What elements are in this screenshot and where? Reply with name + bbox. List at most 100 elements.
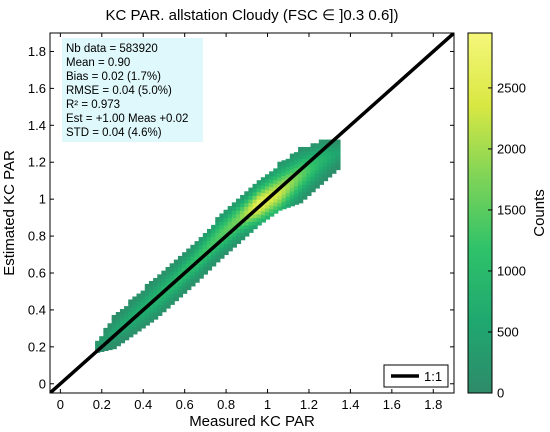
density-cell xyxy=(177,281,184,287)
density-cell xyxy=(281,193,287,199)
density-cell xyxy=(215,217,221,222)
density-cell xyxy=(186,285,192,291)
density-cell xyxy=(273,168,279,174)
density-cell xyxy=(231,242,237,248)
density-cell xyxy=(248,228,254,233)
density-cell xyxy=(264,203,271,209)
density-cell xyxy=(136,300,142,306)
density-cell xyxy=(194,274,200,280)
density-cell xyxy=(277,176,283,182)
density-cell xyxy=(306,180,312,185)
density-cell xyxy=(269,182,275,188)
density-cell xyxy=(298,198,304,204)
density-cell xyxy=(302,146,308,152)
density-cell xyxy=(281,204,287,210)
stat-line: Bias = 0.02 (1.7%) xyxy=(66,71,161,83)
density-cell xyxy=(182,274,188,280)
density-cell xyxy=(318,143,324,148)
density-cell xyxy=(219,246,225,252)
density-cell xyxy=(219,224,225,230)
density-cell xyxy=(231,220,237,226)
density-cell xyxy=(115,326,121,332)
density-cell xyxy=(219,250,225,256)
density-cell xyxy=(153,278,159,283)
density-cell xyxy=(177,270,184,276)
density-cell xyxy=(157,307,163,313)
density-cell xyxy=(206,265,213,271)
density-cell xyxy=(327,158,333,163)
density-cell xyxy=(173,266,179,272)
density-cell xyxy=(322,158,329,163)
density-cell xyxy=(285,180,291,186)
density-cell xyxy=(310,169,316,174)
density-cell xyxy=(119,316,126,322)
x-tick-label: 1.6 xyxy=(383,397,401,412)
density-cell xyxy=(144,317,150,322)
density-cell xyxy=(256,220,262,226)
density-cell xyxy=(314,165,320,171)
density-cell xyxy=(256,198,262,204)
density-cell xyxy=(256,209,262,215)
density-cell xyxy=(128,306,134,312)
density-cell xyxy=(173,270,179,276)
density-cell xyxy=(318,176,324,182)
density-cell xyxy=(173,285,179,291)
density-cell xyxy=(95,344,101,350)
density-cell xyxy=(186,259,192,265)
stats-text: Nb data = 583920 Mean = 0.90 Bias = 0.02 (… xyxy=(66,43,188,139)
density-cell xyxy=(322,139,329,145)
density-cell xyxy=(107,334,113,340)
density-cell xyxy=(111,314,117,320)
density-cell xyxy=(231,202,237,208)
density-cell xyxy=(124,306,130,311)
density-cell xyxy=(244,198,250,204)
density-cell xyxy=(132,318,138,324)
density-cell xyxy=(289,157,295,162)
density-cell xyxy=(260,217,266,223)
density-cell xyxy=(190,278,196,283)
density-cell xyxy=(111,318,117,324)
density-cell xyxy=(194,255,200,261)
density-cell xyxy=(177,285,184,291)
density-cell xyxy=(140,316,146,322)
density-cell xyxy=(252,213,258,219)
density-cell xyxy=(177,292,184,298)
density-cell xyxy=(215,257,221,263)
density-cell xyxy=(111,340,117,346)
density-cell xyxy=(331,161,337,167)
density-cell xyxy=(327,165,333,171)
density-cell xyxy=(264,189,271,194)
density-cell xyxy=(310,161,316,167)
density-cell xyxy=(314,158,320,163)
density-cell xyxy=(260,203,266,208)
density-cell xyxy=(293,174,300,179)
density-cell xyxy=(190,281,196,287)
density-cell xyxy=(298,180,304,185)
density-cell xyxy=(136,323,142,328)
density-cell xyxy=(235,213,242,219)
density-cell xyxy=(281,167,287,173)
density-cell xyxy=(327,161,333,167)
density-cell xyxy=(144,313,150,319)
density-cell xyxy=(219,213,225,219)
density-cell xyxy=(285,173,291,179)
density-cell xyxy=(161,296,167,302)
density-cell xyxy=(331,150,337,156)
density-cell xyxy=(182,255,188,261)
density-cell xyxy=(194,248,200,254)
density-cell xyxy=(302,176,308,182)
density-cell xyxy=(215,231,221,237)
density-cell xyxy=(248,202,254,208)
density-cell xyxy=(269,204,275,210)
density-cell xyxy=(140,294,146,299)
density-cell xyxy=(124,331,130,337)
density-cell xyxy=(306,191,312,196)
density-cell xyxy=(144,287,150,293)
density-cell xyxy=(252,202,258,208)
density-cell xyxy=(202,258,208,264)
density-cell xyxy=(331,154,337,160)
density-cell xyxy=(124,335,130,341)
density-cell xyxy=(248,217,254,222)
density-cell xyxy=(302,183,308,189)
density-cell xyxy=(161,278,167,283)
